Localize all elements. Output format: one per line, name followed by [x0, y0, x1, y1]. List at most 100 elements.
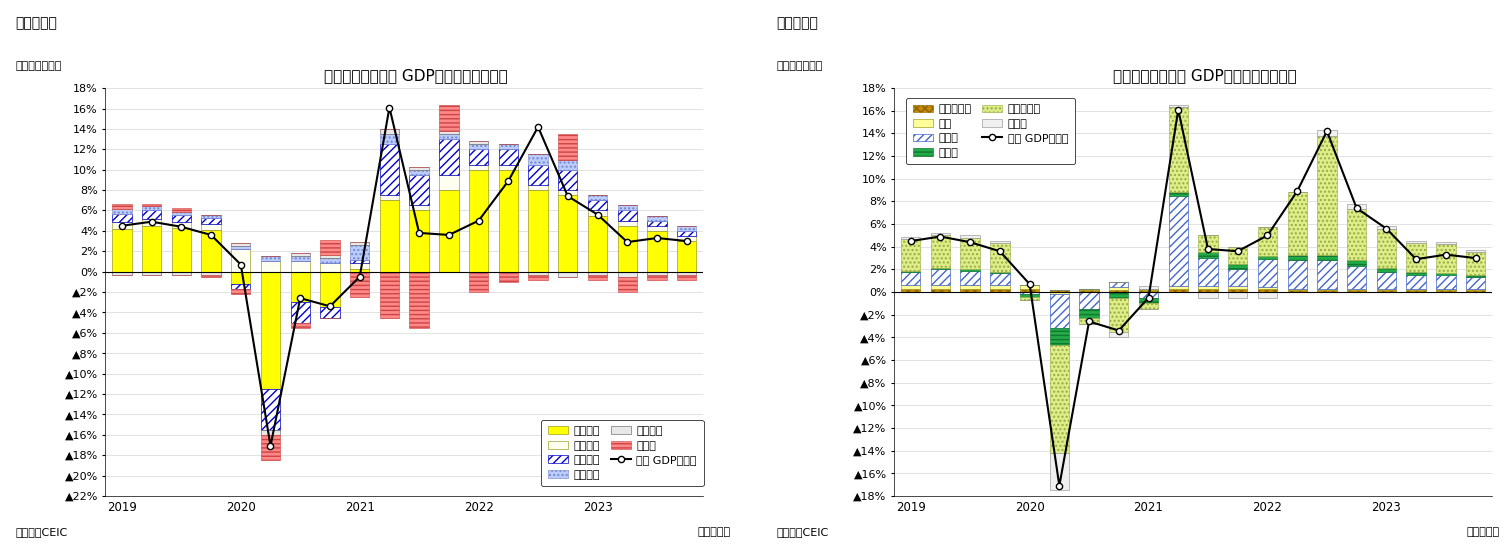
Bar: [1079, 290, 1099, 292]
Bar: [1139, 290, 1159, 292]
Bar: [558, 170, 577, 190]
Bar: [142, 272, 161, 275]
Bar: [1139, 287, 1159, 289]
Bar: [410, 272, 429, 328]
Bar: [410, 210, 429, 272]
Bar: [1466, 289, 1486, 290]
Bar: [1168, 107, 1188, 192]
Bar: [469, 272, 488, 292]
Bar: [1406, 275, 1426, 289]
Bar: [1377, 289, 1395, 290]
Bar: [558, 195, 577, 272]
Bar: [1020, 294, 1040, 296]
Bar: [380, 201, 399, 272]
Bar: [1079, 292, 1099, 309]
Bar: [1287, 289, 1307, 290]
Bar: [1168, 289, 1188, 292]
Bar: [112, 209, 131, 214]
Bar: [321, 255, 339, 258]
Bar: [1050, 292, 1068, 294]
Bar: [1287, 255, 1307, 260]
Bar: [231, 243, 250, 246]
Bar: [1347, 260, 1367, 266]
Bar: [261, 430, 280, 435]
Bar: [1139, 289, 1159, 290]
Bar: [1109, 288, 1129, 290]
Bar: [960, 285, 980, 289]
Text: （四半期）: （四半期）: [698, 527, 731, 537]
Bar: [618, 226, 637, 272]
Bar: [677, 226, 696, 231]
Bar: [901, 271, 921, 272]
Bar: [1466, 290, 1486, 292]
Bar: [1139, 292, 1159, 298]
Bar: [1317, 255, 1337, 260]
Bar: [960, 235, 980, 237]
Bar: [1377, 268, 1395, 272]
Bar: [1079, 318, 1099, 324]
Bar: [960, 237, 980, 269]
Bar: [1020, 296, 1040, 300]
Bar: [960, 289, 980, 292]
Bar: [291, 302, 310, 322]
Bar: [648, 231, 666, 272]
Bar: [588, 272, 607, 275]
Bar: [202, 230, 220, 272]
Bar: [410, 170, 429, 175]
Bar: [1347, 209, 1367, 260]
Bar: [1228, 287, 1248, 289]
Bar: [172, 228, 191, 272]
Text: （資料）CEIC: （資料）CEIC: [15, 527, 68, 537]
Bar: [588, 201, 607, 210]
Bar: [172, 214, 191, 222]
Bar: [1168, 196, 1188, 287]
Bar: [677, 241, 696, 272]
Bar: [1139, 298, 1159, 304]
Bar: [1258, 256, 1276, 259]
Bar: [172, 272, 191, 275]
Bar: [931, 235, 949, 268]
Bar: [1109, 290, 1129, 292]
Bar: [1228, 292, 1248, 298]
Bar: [231, 246, 250, 249]
Bar: [1109, 282, 1129, 288]
Title: マレーシアの実質 GDP成長率（供給側）: マレーシアの実質 GDP成長率（供給側）: [1114, 68, 1298, 83]
Bar: [1466, 252, 1486, 275]
Bar: [291, 272, 310, 302]
Bar: [1258, 289, 1276, 292]
Bar: [231, 284, 250, 289]
Bar: [901, 236, 921, 239]
Bar: [1258, 288, 1276, 289]
Bar: [1198, 235, 1218, 252]
Bar: [618, 206, 637, 210]
Bar: [231, 249, 250, 272]
Bar: [1139, 304, 1159, 309]
Bar: [1287, 290, 1307, 292]
Bar: [202, 218, 220, 224]
Bar: [960, 269, 980, 271]
Bar: [588, 195, 607, 201]
Bar: [1198, 287, 1218, 289]
Bar: [1228, 269, 1248, 287]
Bar: [1317, 289, 1337, 290]
Bar: [1168, 192, 1188, 196]
Bar: [1168, 105, 1188, 107]
Bar: [261, 389, 280, 430]
Bar: [1228, 247, 1248, 264]
Text: （図表１）: （図表１）: [15, 17, 57, 30]
Bar: [1050, 290, 1068, 292]
Title: マレーシアの実質 GDP成長率（需要側）: マレーシアの実質 GDP成長率（需要側）: [324, 68, 508, 83]
Bar: [901, 239, 921, 271]
Bar: [1228, 289, 1248, 292]
Bar: [1436, 273, 1456, 275]
Bar: [410, 166, 429, 170]
Bar: [1287, 192, 1307, 255]
Bar: [380, 195, 399, 201]
Bar: [990, 272, 1010, 273]
Bar: [618, 277, 637, 292]
Bar: [350, 268, 369, 272]
Bar: [1258, 228, 1276, 256]
Bar: [439, 105, 458, 131]
Bar: [1436, 245, 1456, 273]
Bar: [499, 170, 518, 272]
